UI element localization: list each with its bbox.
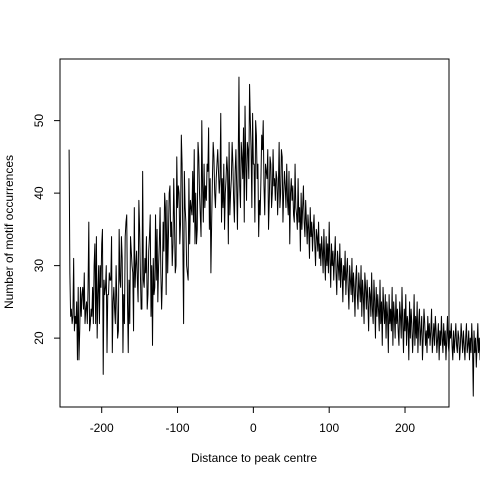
plot-frame: [59, 58, 450, 408]
x-axis-label: Distance to peak centre: [191, 451, 317, 465]
x-tick-label: -200: [90, 421, 114, 435]
x-tick-label: 100: [319, 421, 339, 435]
x-tick-label: -100: [166, 421, 190, 435]
y-tick-label: 30: [32, 259, 46, 273]
y-tick-label: 20: [32, 331, 46, 345]
y-tick-label: 40: [32, 186, 46, 200]
series-line: [68, 76, 480, 397]
x-tick-label: 0: [250, 421, 257, 435]
x-axis: -200 -100 0 100 200: [90, 407, 415, 435]
y-axis-label: Number of motif occurrences: [2, 155, 16, 309]
y-tick-label: 50: [32, 114, 46, 128]
x-tick-label: 200: [395, 421, 415, 435]
y-axis: 20 30 40 50: [32, 114, 60, 345]
